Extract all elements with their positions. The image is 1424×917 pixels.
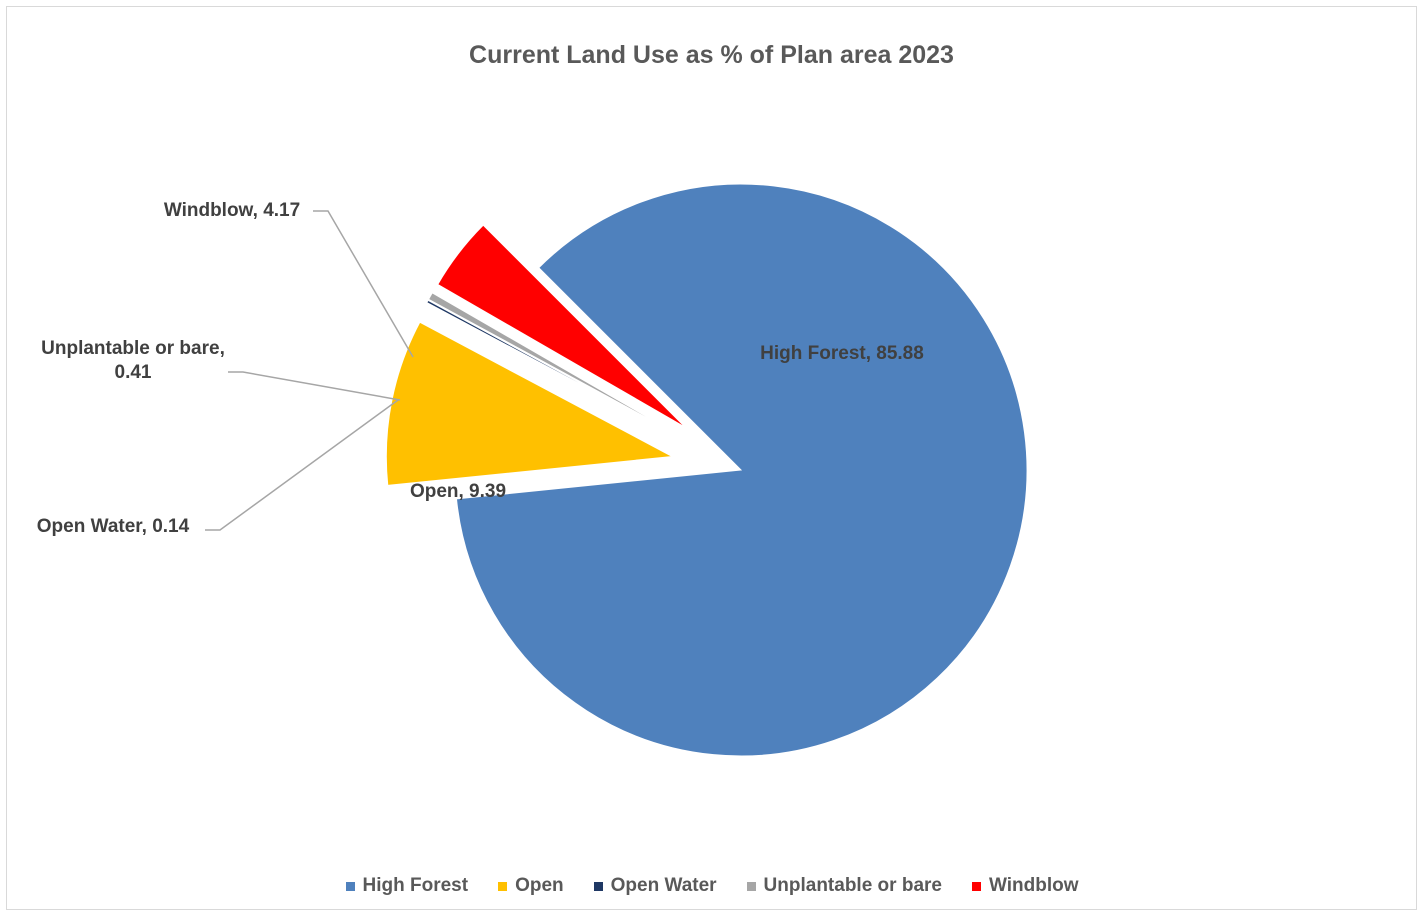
leader-line — [228, 371, 401, 401]
data-label: High Forest, 85.88 — [760, 343, 924, 364]
chart-title: Current Land Use as % of Plan area 2023 — [469, 41, 954, 69]
legend-label: Windblow — [988, 875, 1079, 896]
legend-label: High Forest — [362, 875, 469, 896]
pie-slice-windblow — [437, 224, 686, 428]
pie-slice-open-water — [426, 299, 680, 438]
pie-slice-high-forest — [455, 183, 1028, 757]
legend-item-open: Open — [498, 875, 564, 897]
data-label: Open Water, 0.14 — [37, 516, 190, 537]
leader-line — [205, 399, 399, 531]
pie-slice-open — [385, 321, 674, 486]
legend-swatch — [971, 881, 981, 891]
legend-item-unplantable-or-bare: Unplantable or bare — [746, 875, 942, 897]
legend-item-open-water: Open Water — [593, 875, 717, 897]
legend-label: Unplantable or bare — [763, 875, 942, 896]
legend-label: Open — [515, 875, 564, 896]
leader-line — [313, 210, 414, 358]
legend-label: Open Water — [610, 875, 717, 896]
legend-swatch — [498, 881, 508, 891]
legend-item-windblow: Windblow — [971, 875, 1079, 897]
legend-item-high-forest: High Forest — [345, 875, 469, 897]
chart-area: Current Land Use as % of Plan area 2023 — [6, 6, 1417, 910]
legend: High Forest Open Open Water Unplantable … — [0, 875, 1424, 897]
legend-swatch — [593, 881, 603, 891]
data-label: Open, 9.39 — [410, 481, 506, 502]
data-label: Unplantable or bare, 0.41 — [41, 338, 225, 383]
legend-swatch — [746, 881, 756, 891]
pie-slice-unplantable-or-bare — [427, 292, 681, 437]
data-label: Windblow, 4.17 — [164, 200, 300, 221]
legend-swatch — [345, 881, 355, 891]
